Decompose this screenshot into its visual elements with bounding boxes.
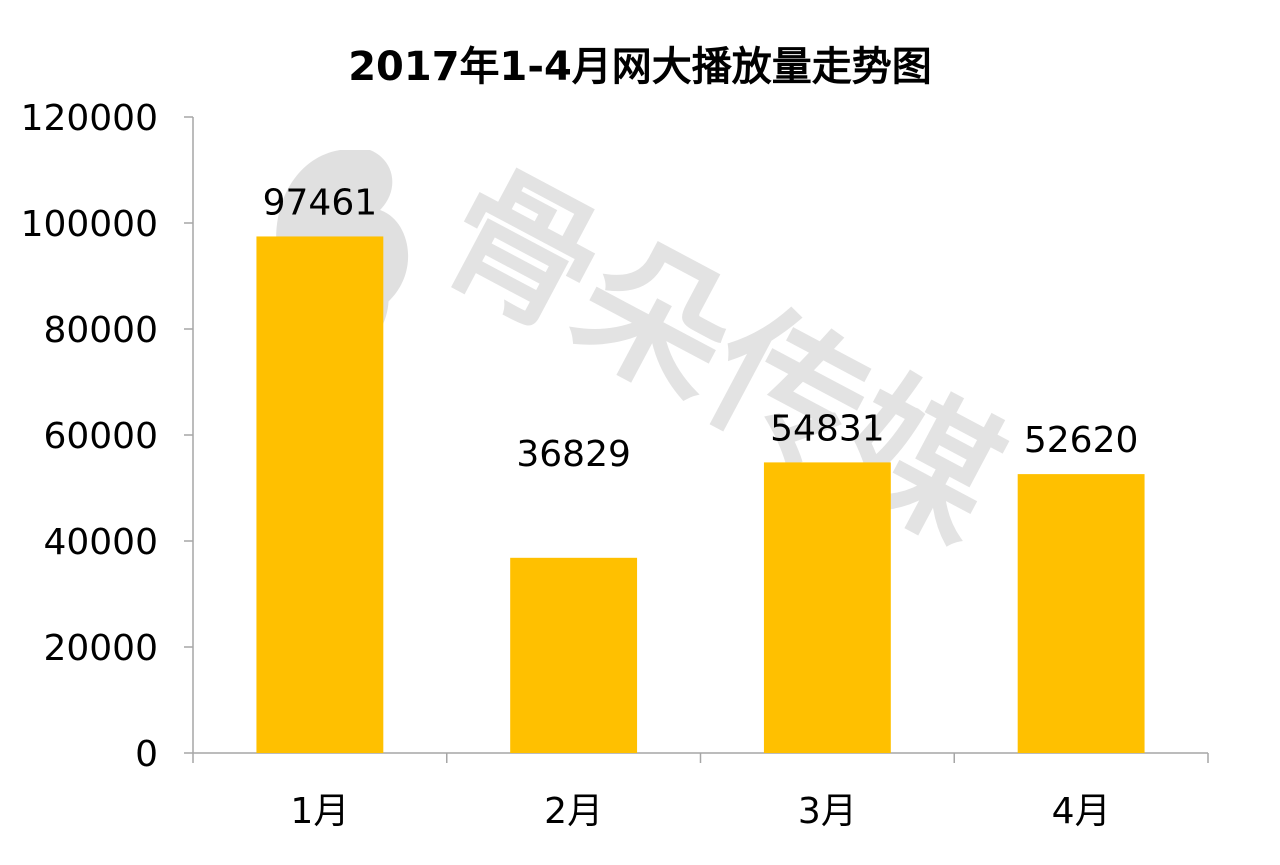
x-tick-label: 2月 (544, 791, 603, 832)
bar-3 (763, 462, 891, 753)
y-tick-label: 20000 (43, 628, 158, 669)
y-axis: 0 20000 40000 60000 80000 100000 120000 (21, 98, 194, 775)
bar-2 (510, 557, 638, 753)
data-label: 36829 (516, 434, 631, 475)
data-labels: 97461 36829 54831 52620 (263, 182, 1139, 474)
x-tick-label: 4月 (1052, 791, 1111, 832)
x-tick-label: 1月 (290, 791, 349, 832)
y-tick-label: 60000 (43, 416, 158, 457)
y-tick-label: 80000 (43, 310, 158, 351)
y-tick-label: 100000 (21, 204, 158, 245)
y-tick-label: 120000 (21, 98, 158, 139)
bar-4 (1017, 474, 1145, 753)
data-label: 97461 (263, 182, 378, 223)
y-tick-label: 0 (135, 734, 158, 775)
data-label: 54831 (770, 408, 885, 449)
bar-1 (256, 236, 384, 754)
y-tick-label: 40000 (43, 522, 158, 563)
chart-title: 2017年1-4月网大播放量走势图 (348, 44, 932, 90)
x-axis: 1月 2月 3月 4月 (192, 752, 1209, 832)
data-label: 52620 (1024, 420, 1139, 461)
x-tick-label: 3月 (798, 791, 857, 832)
bars (256, 236, 1145, 754)
